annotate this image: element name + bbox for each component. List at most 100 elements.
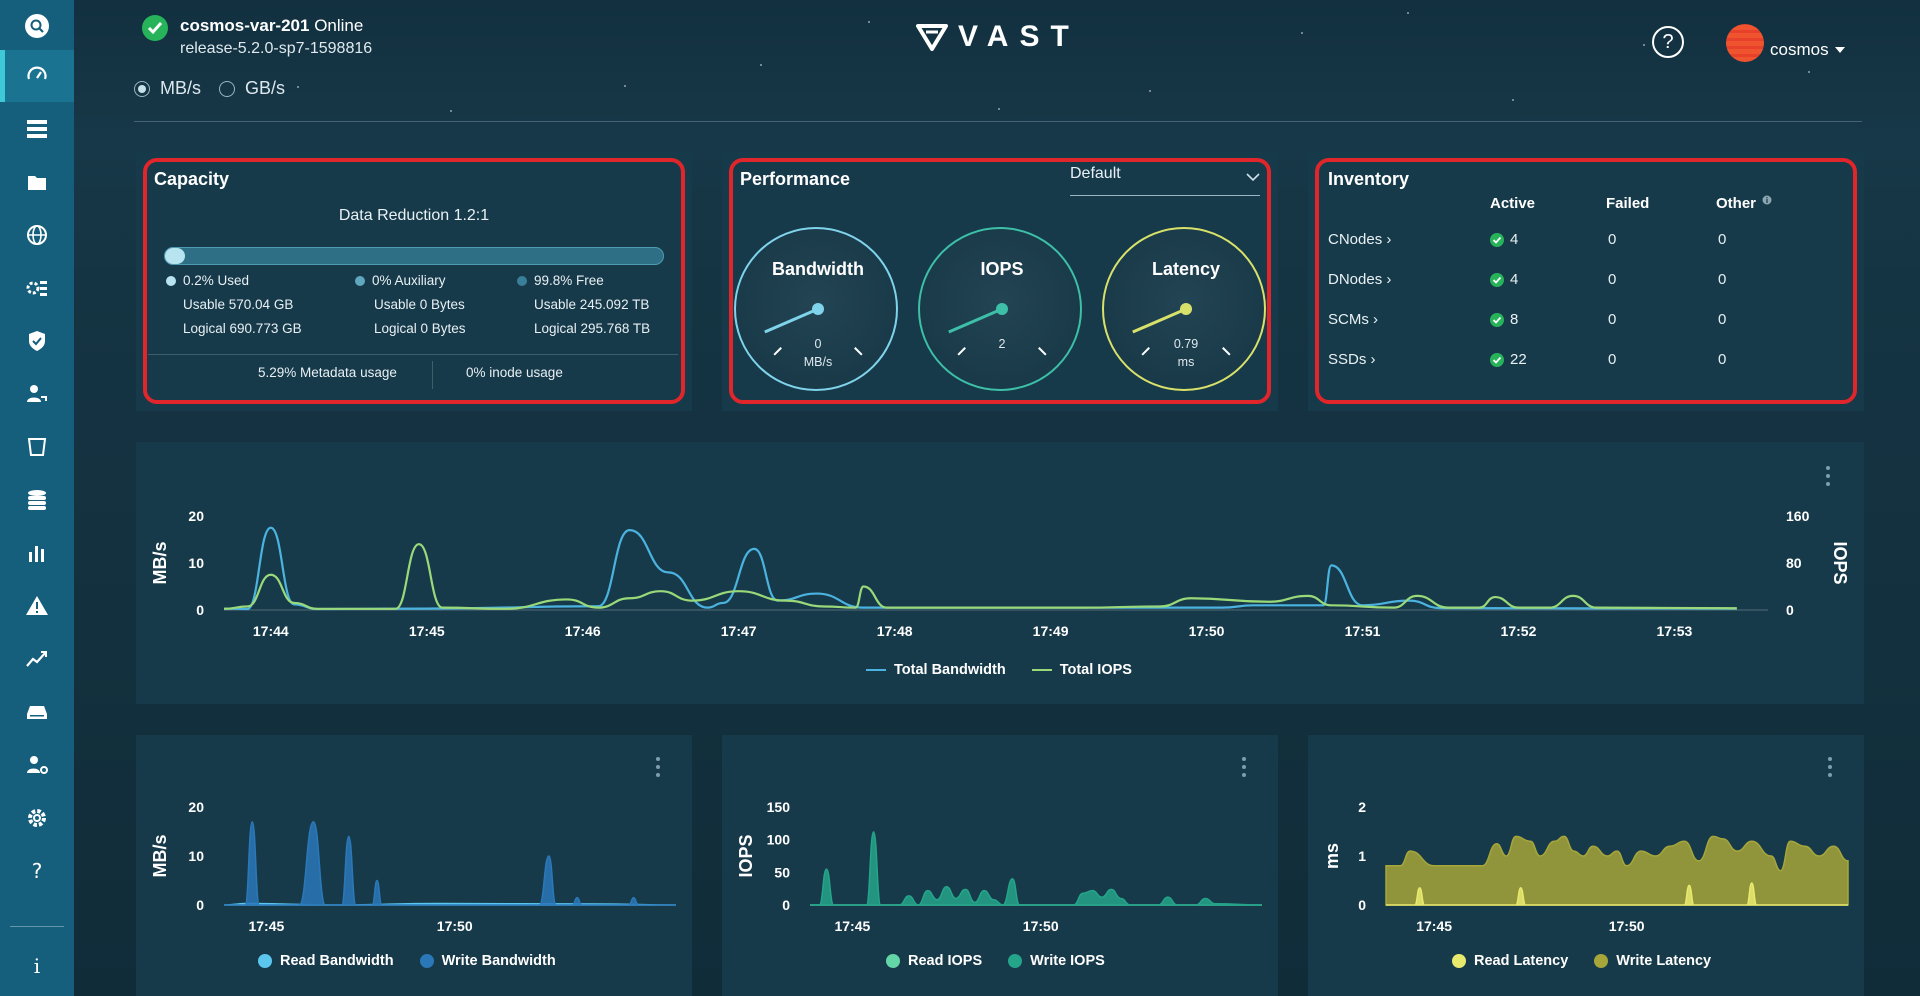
bandwidth-gauge: Bandwidth 0 MB/s: [734, 227, 898, 391]
sidebar-item-dashboard[interactable]: [0, 50, 74, 102]
inode-usage: 0% inode usage: [466, 365, 563, 380]
user-menu[interactable]: cosmos: [1770, 40, 1845, 60]
bandwidth-chart-legend: Read Bandwidth Write Bandwidth: [258, 953, 556, 969]
y-axis-label: IOPS: [736, 834, 756, 877]
legend-total-bandwidth[interactable]: Total Bandwidth: [866, 662, 1006, 678]
chart-menu-icon[interactable]: [1826, 466, 1830, 490]
capacity-used: 0.2% Used Usable 570.04 GB Logical 690.7…: [166, 269, 302, 341]
y-tick-label: 2: [1358, 799, 1366, 815]
inventory-col-other-label: Other: [1716, 195, 1757, 212]
legend-write-latency[interactable]: Write Latency: [1594, 953, 1711, 969]
y-tick-label: 150: [767, 799, 791, 815]
auxiliary-label: 0% Auxiliary: [372, 273, 446, 288]
total-performance-chart: 20 10 0 MB/s 160 80 0 IOPS 17:44 17:45 17:46 17:47 1…: [136, 442, 1864, 704]
chevron-down-icon: [1246, 173, 1260, 182]
sidebar-item-user-settings[interactable]: [0, 739, 74, 791]
unit-option-mbps[interactable]: MB/s: [134, 78, 201, 99]
inventory-active-value: 8: [1510, 311, 1519, 328]
help-button-label: ?: [1662, 30, 1674, 53]
inventory-row-dnodes[interactable]: DNodes ›: [1328, 271, 1392, 288]
y2-tick-label: 0: [1786, 602, 1794, 618]
y2-tick-label: 80: [1786, 555, 1802, 571]
help-button[interactable]: ?: [1652, 26, 1684, 58]
chart-menu-icon[interactable]: [1828, 757, 1832, 781]
iops-chart-svg: 150 100 50 0 IOPS 17:45 17:50: [736, 799, 1263, 934]
latency-chart-legend: Read Latency Write Latency: [1452, 953, 1711, 969]
performance-panel: Performance Default Bandwidth 0 MB/s IOP…: [722, 151, 1278, 411]
sidebar-item-analytics[interactable]: [0, 527, 74, 579]
legend-read-latency[interactable]: Read Latency: [1452, 953, 1568, 969]
gauge-max-tick: [1222, 347, 1231, 356]
sidebar-item-security[interactable]: [0, 315, 74, 367]
sidebar-item-folders[interactable]: [0, 156, 74, 208]
legend-read-bandwidth[interactable]: Read Bandwidth: [258, 953, 394, 969]
bandwidth-detail-chart: 20 10 0 MB/s 17:45 17:50 Read Bandwidth Write…: [136, 735, 692, 996]
unit-label-gbps: GB/s: [245, 78, 286, 98]
legend-write-iops[interactable]: Write IOPS: [1008, 953, 1105, 969]
legend-write-bandwidth[interactable]: Write Bandwidth: [419, 953, 556, 969]
unit-selector: MB/s GB/s: [134, 78, 285, 99]
sidebar-item-alerts[interactable]: [0, 580, 74, 632]
x-tick-label: 17:53: [1657, 623, 1693, 639]
capacity-footer-separator: [432, 361, 433, 389]
user-settings-icon: [27, 756, 48, 774]
sidebar-item-info[interactable]: i: [0, 940, 74, 992]
inventory-row-scms[interactable]: SCMs ›: [1328, 311, 1378, 328]
y-tick-label: 20: [188, 799, 204, 815]
latency-detail-chart: 2 1 0 ms 17:45 17:50 Read Latency Write Laten…: [1308, 735, 1864, 996]
sidebar-item-user-access[interactable]: [0, 368, 74, 420]
x-tick-label: 17:45: [409, 623, 445, 639]
sidebar-item-views[interactable]: [0, 421, 74, 473]
inventory-col-active: Active: [1490, 195, 1536, 212]
y-tick-label: 100: [767, 832, 791, 848]
trend-icon: [26, 651, 47, 667]
highlight-inventory: [1315, 158, 1857, 404]
x-tick-label: 17:45: [834, 918, 870, 934]
radio-mbps[interactable]: [134, 80, 150, 97]
info-icon[interactable]: [1762, 195, 1772, 205]
sidebar-item-settings[interactable]: [0, 792, 74, 844]
legend-total-iops[interactable]: Total IOPS: [1031, 662, 1132, 678]
sidebar-item-nodes[interactable]: [0, 262, 74, 314]
legend-read-iops[interactable]: Read IOPS: [886, 953, 982, 969]
inventory-row-cnodes[interactable]: CNodes ›: [1328, 231, 1392, 248]
sidebar: ? i: [0, 0, 74, 996]
help-icon: ?: [31, 859, 43, 883]
inventory-other-value: 0: [1718, 311, 1727, 328]
series-write-bandwidth: [224, 820, 676, 906]
avatar[interactable]: [1726, 24, 1764, 62]
sidebar-item-hardware[interactable]: [0, 686, 74, 738]
inventory-active-cell: 4: [1490, 231, 1518, 248]
capacity-free: 99.8% Free Usable 245.092 TB Logical 295…: [517, 269, 650, 341]
search-icon: [25, 14, 49, 38]
radio-gbps[interactable]: [219, 80, 236, 97]
sidebar-item-database[interactable]: [0, 474, 74, 526]
inventory-failed-value: 0: [1608, 231, 1617, 248]
iops-gauge-value: 2: [998, 337, 1006, 351]
info-icon: i: [33, 954, 41, 978]
unit-option-gbps[interactable]: GB/s: [219, 78, 285, 99]
check-icon: [1490, 272, 1504, 287]
inventory-panel: Inventory Active Failed Other CNodes › 4 0…: [1308, 151, 1864, 411]
y-tick-label: 0: [1358, 897, 1366, 913]
sidebar-item-search[interactable]: [0, 0, 74, 52]
sidebar-item-help[interactable]: ?: [0, 845, 74, 897]
legend-read-latency-label: Read Latency: [1474, 953, 1569, 969]
inventory-active-cell: 4: [1490, 271, 1518, 288]
sidebar-item-network[interactable]: [0, 209, 74, 261]
sidebar-item-list[interactable]: [0, 103, 74, 155]
inventory-row-ssds[interactable]: SSDs ›: [1328, 351, 1376, 368]
legend-read-iops-label: Read IOPS: [908, 953, 983, 969]
chart-menu-icon[interactable]: [1242, 757, 1246, 781]
x-tick-label: 17:44: [253, 623, 289, 639]
online-status-icon: [142, 15, 168, 41]
performance-view-select[interactable]: Default: [1070, 165, 1260, 196]
sidebar-item-trends[interactable]: [0, 633, 74, 685]
y-tick-label: 50: [774, 864, 790, 880]
gauge-min-tick: [957, 347, 966, 356]
check-icon: [1490, 352, 1504, 367]
free-label: 99.8% Free: [534, 273, 604, 288]
y-axis-label: ms: [1322, 843, 1342, 869]
chart-menu-icon[interactable]: [656, 757, 660, 781]
legend-write-latency-label: Write Latency: [1616, 953, 1712, 969]
